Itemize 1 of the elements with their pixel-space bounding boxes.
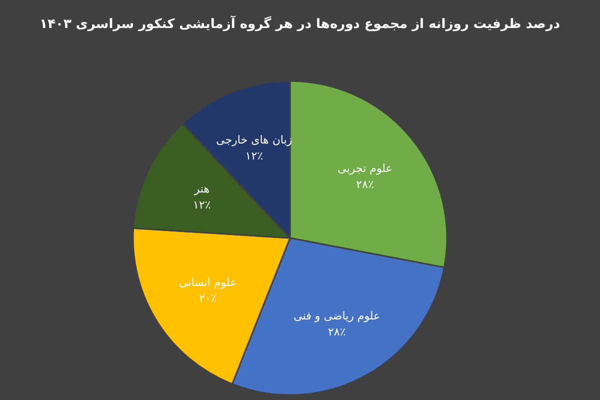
chart-title: درصد ظرفیت روزانه از مجموع دوره‌ها در هر گروه آزمایشی کنکور سراسری ۱۴۰۳ [40, 15, 560, 32]
